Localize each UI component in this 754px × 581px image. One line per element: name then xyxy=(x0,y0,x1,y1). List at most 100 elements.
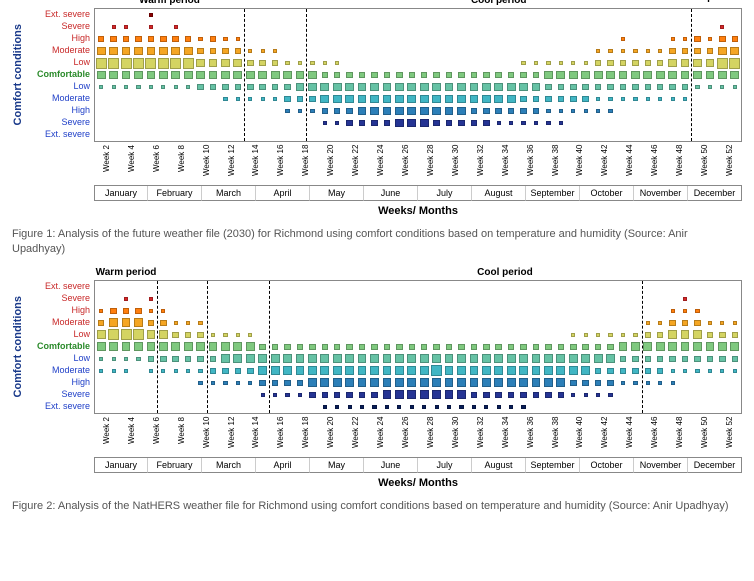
heatmap-cell xyxy=(211,333,215,337)
heatmap-cell xyxy=(273,393,277,397)
heatmap-cell xyxy=(395,119,404,128)
week-label: Week 22 xyxy=(351,417,360,455)
heatmap-cell xyxy=(619,71,628,80)
heatmap-cell xyxy=(247,84,254,91)
heatmap-cell xyxy=(371,120,378,127)
week-label: Week 34 xyxy=(501,145,510,183)
heatmap-cell xyxy=(211,381,215,385)
heatmap-cell xyxy=(161,85,165,89)
heatmap-cell xyxy=(149,25,153,29)
month-label: April xyxy=(256,458,310,473)
heatmap-cell xyxy=(482,95,491,104)
heatmap-cell xyxy=(396,344,403,351)
month-label: February xyxy=(148,458,202,473)
heatmap-cell xyxy=(348,405,352,409)
heatmap-cell xyxy=(97,47,106,56)
heatmap-cell xyxy=(407,366,416,375)
heatmap-cell xyxy=(333,378,342,387)
heatmap-cell xyxy=(571,61,575,65)
heatmap-cell xyxy=(595,344,602,351)
heatmap-cell xyxy=(646,381,650,385)
y-category: Ext. severeHot discomfort xyxy=(30,280,90,292)
heatmap-cell xyxy=(323,61,327,65)
heatmap-row xyxy=(95,317,741,329)
heatmap-cell xyxy=(233,59,242,68)
heatmap-cell xyxy=(409,72,416,79)
heatmap-cell xyxy=(621,381,625,385)
heatmap-cell xyxy=(483,108,490,115)
heatmap-cell xyxy=(520,344,527,351)
heatmap-cell xyxy=(520,72,527,79)
heatmap-cell xyxy=(607,380,614,387)
heatmap-cell xyxy=(595,368,602,375)
heatmap-cell xyxy=(109,47,118,56)
week-label: Week 40 xyxy=(575,417,584,455)
heatmap-cell xyxy=(370,366,379,375)
heatmap-cell xyxy=(545,344,552,351)
heatmap-cell xyxy=(124,369,128,373)
heatmap-cell xyxy=(124,85,128,89)
week-label: Week 34 xyxy=(501,417,510,455)
week-label: Week 8 xyxy=(177,417,186,455)
heatmap-cell xyxy=(682,320,689,327)
heatmap-cell xyxy=(556,354,565,363)
heatmap-cell xyxy=(482,83,491,92)
month-label: August xyxy=(472,186,526,201)
heatmap-cell xyxy=(271,71,280,80)
week-label: Week 38 xyxy=(551,417,560,455)
heatmap-cell xyxy=(571,333,575,337)
heatmap-cell xyxy=(174,321,178,325)
week-label: Week 46 xyxy=(650,417,659,455)
heatmap-cell xyxy=(457,354,466,363)
heatmap-cell xyxy=(298,393,302,397)
month-label: November xyxy=(634,458,688,473)
heatmap-cell xyxy=(682,48,689,55)
week-label: Week 24 xyxy=(376,145,385,183)
heatmap-cell xyxy=(333,366,342,375)
heatmap-cell xyxy=(273,49,277,53)
heatmap-cell xyxy=(174,25,178,29)
heatmap-cell xyxy=(384,120,391,127)
heatmap-cell xyxy=(658,381,662,385)
week-label: Week 32 xyxy=(476,145,485,183)
heatmap-cell xyxy=(669,48,676,55)
heatmap-cell xyxy=(161,309,165,313)
heatmap-cell xyxy=(732,356,739,363)
heatmap-cell xyxy=(395,83,404,92)
heatmap-cell xyxy=(236,381,240,385)
heatmap-cell xyxy=(383,107,392,116)
heatmap-cell xyxy=(149,309,153,313)
heatmap-cell xyxy=(730,342,739,351)
heatmap-cell xyxy=(446,120,453,127)
heatmap-cell xyxy=(136,357,140,361)
heatmap-cell xyxy=(656,342,665,351)
heatmap-cell xyxy=(371,72,378,79)
month-label: July xyxy=(418,186,472,201)
month-label: March xyxy=(202,186,256,201)
heatmap-cell xyxy=(532,354,541,363)
heatmap-cell xyxy=(346,344,353,351)
heatmap-cell xyxy=(407,95,416,104)
heatmap-cell xyxy=(358,354,367,363)
heatmap-cell xyxy=(445,354,454,363)
heatmap-cell xyxy=(334,72,341,79)
heatmap-cell xyxy=(285,109,289,113)
heatmap-cell xyxy=(682,84,689,91)
heatmap-row xyxy=(95,401,741,413)
heatmap-cell xyxy=(359,344,366,351)
heatmap-cell xyxy=(671,97,675,101)
heatmap-cell xyxy=(694,356,701,363)
week-label: Week 10 xyxy=(202,417,211,455)
month-label: December xyxy=(688,186,742,201)
y-category: Ext. severeHot discomfort xyxy=(30,8,90,20)
heatmap-cell xyxy=(483,72,490,79)
heatmap-cell xyxy=(322,72,329,79)
heatmap-cell xyxy=(708,321,712,325)
heatmap-cell xyxy=(345,366,354,375)
heatmap-cell xyxy=(595,84,602,91)
month-label: September xyxy=(526,186,580,201)
heatmap-cell xyxy=(185,332,192,339)
heatmap-cell xyxy=(693,71,702,80)
heatmap-cell xyxy=(646,97,650,101)
week-label: Week 48 xyxy=(675,145,684,183)
